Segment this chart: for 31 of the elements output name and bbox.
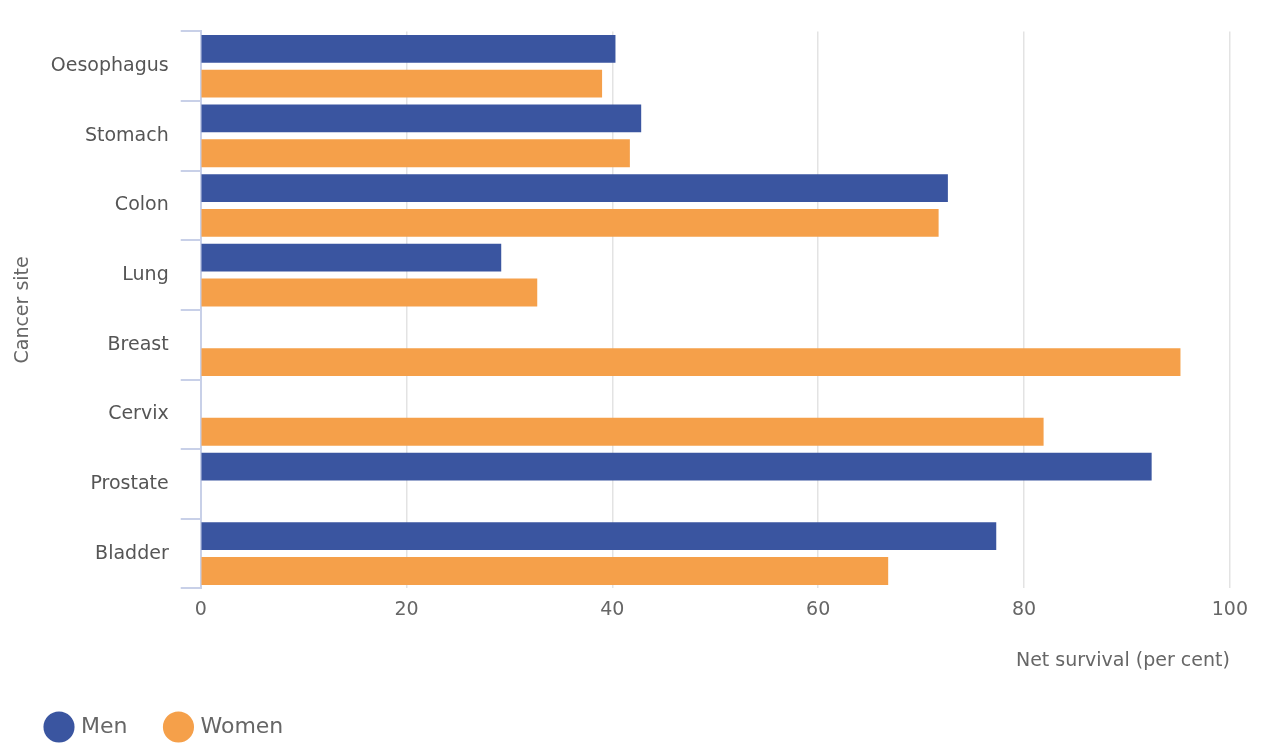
legend-label: Men [81,712,128,738]
bar [201,557,889,585]
x-axis-title: Net survival (per cent) [1015,647,1230,670]
bar [201,522,997,551]
x-tick-label: 20 [394,596,419,619]
y-tick-label: Cervix [108,401,169,424]
x-tick-label: 60 [806,596,831,619]
bar [201,417,1044,446]
x-tick-label: 0 [194,596,207,619]
y-tick-label: Stomach [84,122,169,145]
legend-label: Women [200,712,284,738]
y-tick-label: Lung [122,262,169,285]
bar [201,139,630,168]
bar [201,104,642,133]
bar [201,452,1152,481]
x-tick-label: 80 [1011,596,1037,619]
x-tick-label: 40 [600,596,625,619]
y-tick-label: Prostate [90,470,169,493]
bar [201,208,939,237]
bar [201,243,502,272]
y-axis-title: Cancer site [10,256,33,364]
y-tick-label: Bladder [95,540,169,563]
bar [201,278,538,307]
x-tick-label: 100 [1211,596,1248,619]
bar [201,69,603,98]
bar [201,34,616,63]
y-tick-label: Oesophagus [50,53,169,76]
y-tick-label: Colon [114,192,169,215]
y-tick-label: Breast [107,331,169,354]
bar [201,174,948,202]
bar [201,348,1181,377]
